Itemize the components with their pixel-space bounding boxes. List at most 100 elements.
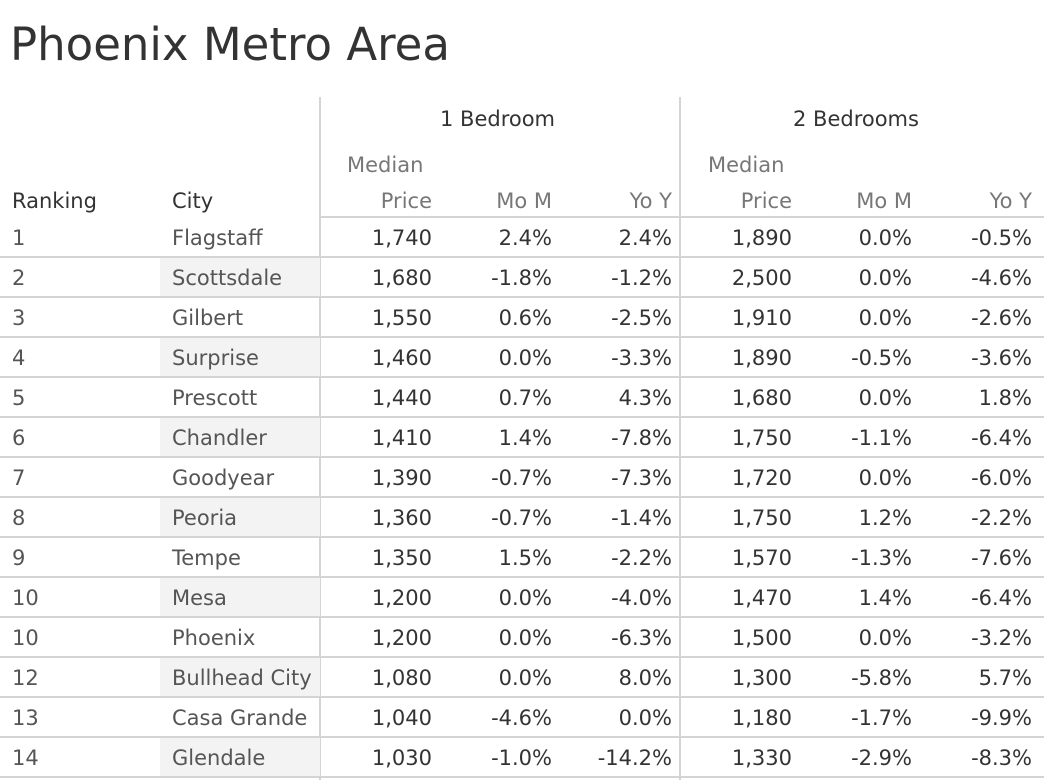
cell-br1-mom: -1.0%: [491, 746, 552, 770]
row-divider: [0, 416, 1044, 418]
cell-br1-median: 1,440: [371, 386, 432, 410]
cell-br1-mom: 1.5%: [498, 546, 552, 570]
header-2br-median-line1: Median: [708, 153, 785, 177]
cell-city: Chandler: [172, 426, 267, 450]
cell-br1-yoy: -2.5%: [611, 306, 672, 330]
cell-br1-median: 1,080: [371, 666, 432, 690]
divider-city-metrics: [319, 97, 321, 780]
cell-city: Gilbert: [172, 306, 244, 330]
cell-br1-median: 1,360: [371, 506, 432, 530]
cell-br2-yoy: -4.6%: [971, 266, 1032, 290]
cell-br2-median: 1,330: [731, 746, 792, 770]
cell-br2-yoy: -9.9%: [971, 706, 1032, 730]
header-1br-median-line1: Median: [347, 153, 424, 177]
cell-br2-median: 1,750: [731, 426, 792, 450]
cell-br1-mom: -0.7%: [491, 466, 552, 490]
divider-1br-2br: [679, 97, 681, 780]
cell-br1-yoy: -14.2%: [597, 746, 672, 770]
cell-ranking: 7: [12, 466, 26, 490]
cell-br2-yoy: -6.4%: [971, 586, 1032, 610]
cell-br1-yoy: -6.3%: [611, 626, 672, 650]
cell-city: Phoenix: [172, 626, 256, 650]
cell-br2-mom: 0.0%: [858, 626, 912, 650]
header-group-1-bedroom: 1 Bedroom: [440, 107, 556, 131]
row-divider: [0, 296, 1044, 298]
cell-br1-mom: 0.0%: [498, 626, 552, 650]
cell-ranking: 2: [12, 266, 26, 290]
cell-br1-median: 1,390: [371, 466, 432, 490]
cell-ranking: 6: [12, 426, 26, 450]
cell-br1-yoy: 4.3%: [618, 386, 672, 410]
cell-br2-mom: 0.0%: [858, 226, 912, 250]
row-divider: [0, 496, 1044, 498]
cell-br2-mom: 0.0%: [858, 386, 912, 410]
header-city: City: [172, 189, 214, 213]
cell-br2-median: 1,890: [731, 226, 792, 250]
cell-city: Casa Grande: [172, 706, 308, 730]
city-cell-band: [160, 738, 320, 776]
header-1br-yoy: Yo Y: [629, 189, 672, 213]
cell-city: Surprise: [172, 346, 259, 370]
cell-br1-mom: -1.8%: [491, 266, 552, 290]
cell-br1-mom: 0.0%: [498, 666, 552, 690]
city-cell-band: [160, 498, 320, 536]
cell-ranking: 10: [12, 626, 39, 650]
cell-br1-median: 1,200: [371, 626, 432, 650]
cell-br1-yoy: -1.4%: [611, 506, 672, 530]
cell-ranking: 12: [12, 666, 39, 690]
header-bottom-border: [320, 216, 1044, 218]
cell-br1-mom: 2.4%: [498, 226, 552, 250]
cell-br2-yoy: -3.2%: [971, 626, 1032, 650]
cell-br1-mom: 0.7%: [498, 386, 552, 410]
cell-ranking: 14: [12, 746, 39, 770]
cell-city: Scottsdale: [172, 266, 283, 290]
cell-br1-yoy: -4.0%: [611, 586, 672, 610]
cell-br1-median: 1,410: [371, 426, 432, 450]
cell-br1-yoy: 8.0%: [618, 666, 672, 690]
cell-br2-median: 1,910: [731, 306, 792, 330]
page-title: Phoenix Metro Area: [10, 18, 450, 71]
cell-br1-median: 1,740: [371, 226, 432, 250]
cell-br2-mom: 1.2%: [858, 506, 912, 530]
cell-br2-mom: -1.3%: [851, 546, 912, 570]
cell-br1-yoy: -7.8%: [611, 426, 672, 450]
row-divider: [0, 576, 1044, 578]
cell-br2-median: 1,890: [731, 346, 792, 370]
cell-br2-mom: -1.7%: [851, 706, 912, 730]
cell-city: Peoria: [172, 506, 238, 530]
row-divider: [0, 456, 1044, 458]
cell-br2-mom: 1.4%: [858, 586, 912, 610]
cell-br2-yoy: -3.6%: [971, 346, 1032, 370]
cell-city: Mesa: [172, 586, 227, 610]
cell-br1-median: 1,550: [371, 306, 432, 330]
cell-br2-median: 1,180: [731, 706, 792, 730]
cell-br1-yoy: 2.4%: [618, 226, 672, 250]
cell-br2-yoy: -7.6%: [971, 546, 1032, 570]
cell-br2-median: 2,500: [731, 266, 792, 290]
city-cell-band: [160, 418, 320, 456]
cell-br1-mom: 1.4%: [498, 426, 552, 450]
cell-br2-median: 1,750: [731, 506, 792, 530]
cell-city: Bullhead City: [172, 666, 312, 690]
header-2br-median-line2: Price: [740, 189, 792, 213]
cell-br1-mom: 0.0%: [498, 346, 552, 370]
city-cell-band: [160, 258, 320, 296]
header-ranking: Ranking: [12, 189, 97, 213]
row-divider: [0, 656, 1044, 658]
cell-br2-mom: -0.5%: [851, 346, 912, 370]
cell-ranking: 4: [12, 346, 26, 370]
cell-ranking: 3: [12, 306, 26, 330]
cell-br2-yoy: -0.5%: [971, 226, 1032, 250]
cell-city: Tempe: [172, 546, 241, 570]
cell-ranking: 8: [12, 506, 26, 530]
cell-br2-mom: -1.1%: [851, 426, 912, 450]
cell-br2-yoy: -2.6%: [971, 306, 1032, 330]
cell-br1-median: 1,350: [371, 546, 432, 570]
cell-ranking: 10: [12, 586, 39, 610]
header-2br-mom: Mo M: [856, 189, 912, 213]
cell-br2-mom: -2.9%: [851, 746, 912, 770]
cell-city: Flagstaff: [172, 226, 263, 250]
cell-city: Glendale: [172, 746, 266, 770]
cell-br2-mom: 0.0%: [858, 306, 912, 330]
header-1br-mom: Mo M: [496, 189, 552, 213]
